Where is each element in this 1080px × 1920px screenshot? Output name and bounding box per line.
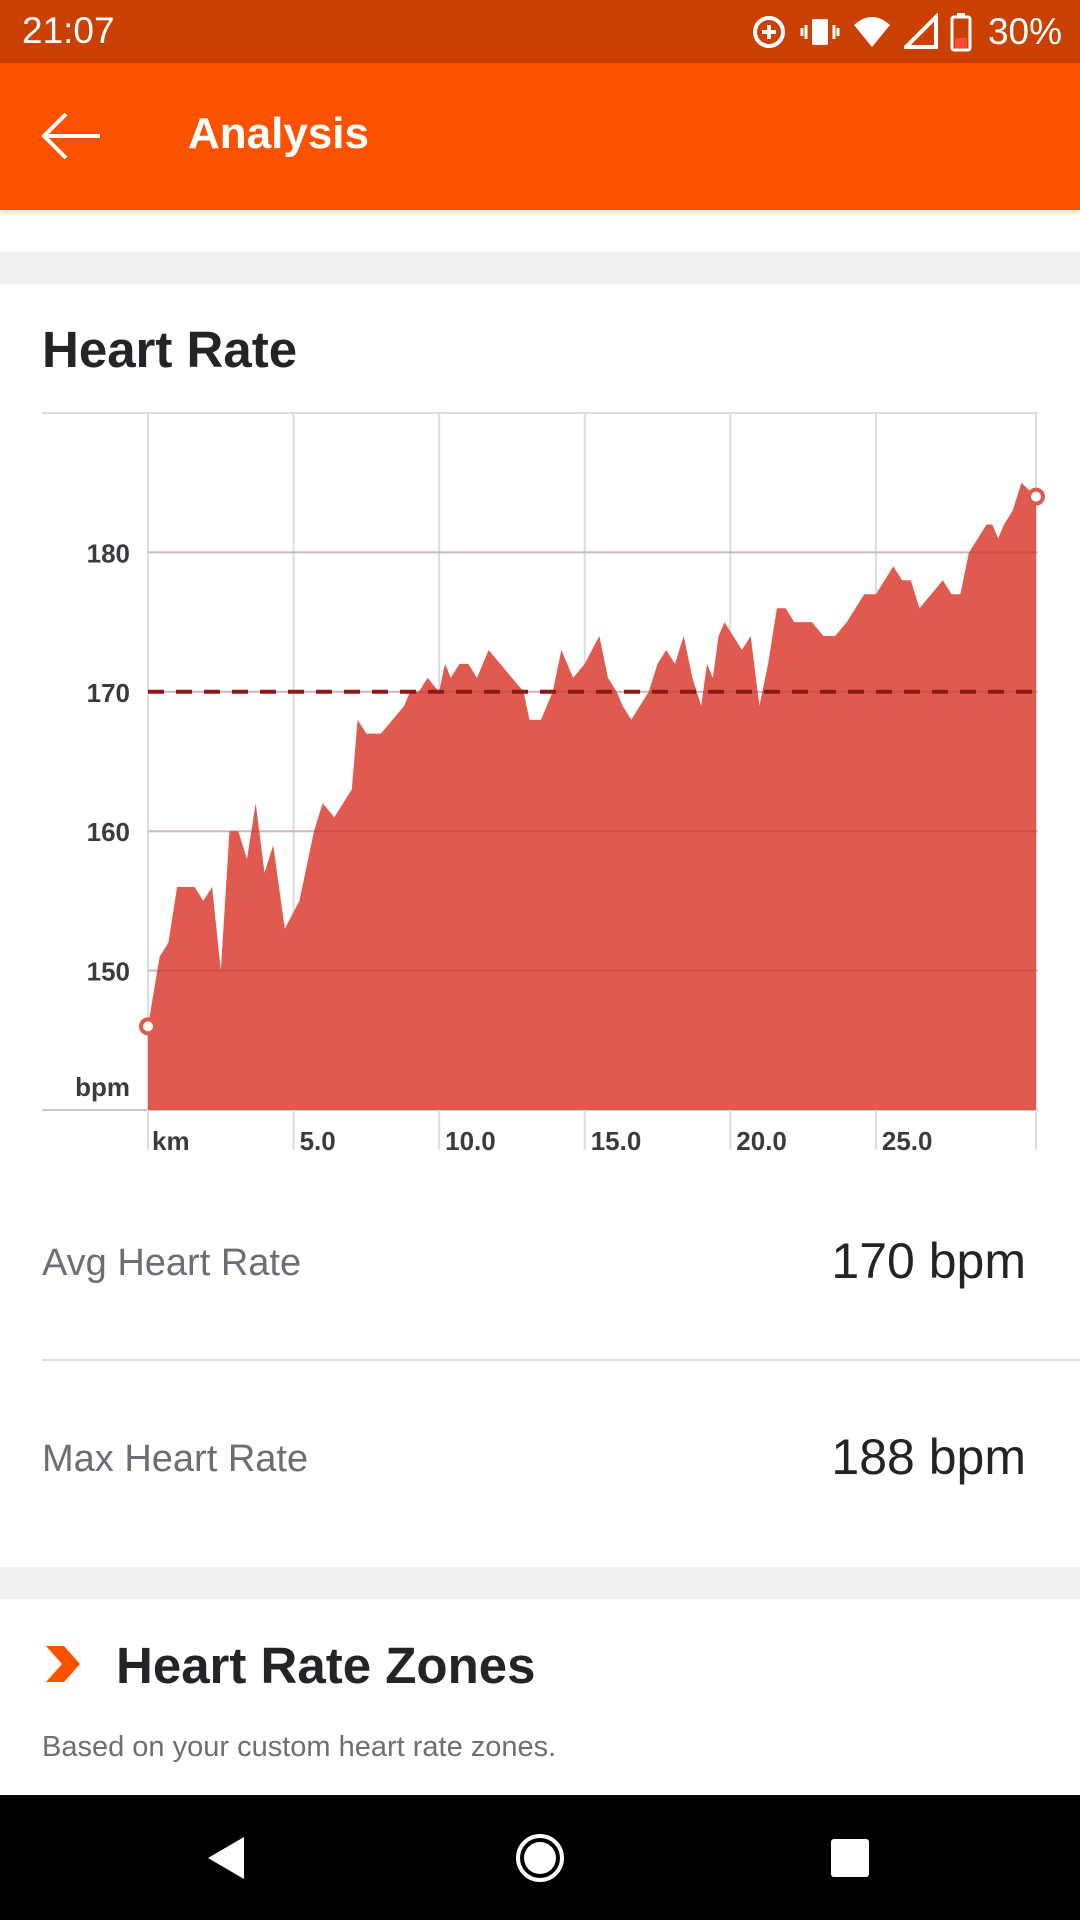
max-heart-rate-value: 188 bpm <box>831 1429 1026 1485</box>
divider <box>42 1359 1080 1361</box>
section-separator <box>0 1567 1080 1599</box>
status-bar: 21:07 30% <box>0 0 1080 63</box>
y-tick-label: 180 <box>87 538 130 568</box>
vibrate-icon <box>800 19 840 45</box>
y-tick-label: 170 <box>87 678 130 708</box>
nav-back-button[interactable] <box>196 1825 262 1891</box>
x-tick-label: 25.0 <box>882 1126 933 1156</box>
zones-title[interactable]: Heart Rate Zones <box>116 1637 536 1694</box>
section-separator <box>0 252 1080 284</box>
y-tick-label: 150 <box>87 957 130 987</box>
wifi-icon <box>853 17 890 47</box>
back-triangle-icon <box>208 1837 244 1879</box>
x-tick-label: 10.0 <box>445 1126 496 1156</box>
nav-recents-button[interactable] <box>817 1825 883 1891</box>
battery-icon <box>950 13 972 52</box>
x-tick-label: 20.0 <box>736 1126 787 1156</box>
section-title: Heart Rate <box>42 321 298 378</box>
recents-square-icon <box>831 1839 869 1877</box>
battery-percentage: 30% <box>987 11 1062 52</box>
y-tick-label: 160 <box>87 817 130 847</box>
endpoint-marker <box>139 1017 157 1036</box>
data-saver-icon <box>752 16 785 48</box>
status-time: 21:07 <box>22 10 115 51</box>
home-circle-icon <box>516 1834 564 1882</box>
x-tick-label: 15.0 <box>591 1126 642 1156</box>
nav-home-button[interactable] <box>507 1825 573 1891</box>
chevron-right-icon <box>46 1646 80 1682</box>
avg-heart-rate-value: 170 bpm <box>831 1233 1026 1289</box>
y-axis-label: bpm <box>75 1072 130 1102</box>
navigation-bar <box>0 1795 1080 1920</box>
avg-heart-rate-label: Avg Heart Rate <box>42 1242 302 1284</box>
max-heart-rate-row: Max Heart Rate 188 bpm <box>42 1420 1038 1500</box>
x-axis-label: km <box>152 1126 190 1156</box>
endpoint-marker <box>1027 487 1045 506</box>
zones-subtitle: Based on your custom heart rate zones. <box>42 1731 557 1763</box>
app-bar: Analysis <box>0 63 1080 210</box>
status-icons: 30% <box>750 8 1062 56</box>
x-tick-label: 5.0 <box>300 1126 336 1156</box>
max-heart-rate-label: Max Heart Rate <box>42 1438 309 1480</box>
avg-heart-rate-row: Avg Heart Rate 170 bpm <box>42 1224 1038 1304</box>
back-button[interactable] <box>36 105 106 167</box>
cell-signal-icon <box>903 13 938 49</box>
page-title: Analysis <box>188 109 369 158</box>
arrow-left-icon <box>41 112 100 160</box>
heart-rate-area <box>148 482 1036 1110</box>
